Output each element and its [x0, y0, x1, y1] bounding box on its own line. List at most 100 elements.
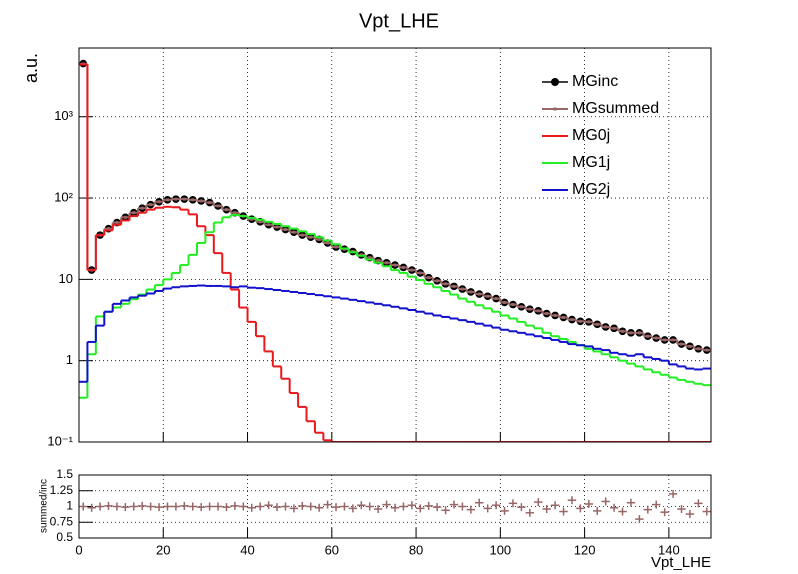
bin-marker	[578, 319, 582, 323]
y-tick-label: 10²	[54, 189, 73, 204]
bin-marker	[149, 203, 153, 207]
legend-marker	[553, 107, 557, 111]
bin-marker	[283, 228, 287, 232]
ratio-point	[601, 497, 610, 506]
ratio-point	[475, 498, 484, 507]
legend-label: MGinc	[572, 73, 618, 90]
ratio-point	[550, 501, 560, 510]
bin-marker	[275, 225, 279, 229]
ratio-point	[399, 502, 408, 511]
bin-marker	[511, 303, 515, 307]
ratio-point	[407, 501, 417, 510]
ratio-point	[239, 502, 248, 511]
bin-marker	[435, 279, 439, 283]
series	[79, 284, 711, 383]
ratio-point	[154, 503, 164, 512]
bin-marker	[637, 331, 641, 335]
bin-marker	[587, 320, 591, 324]
bin-marker	[224, 208, 228, 212]
bin-marker	[393, 263, 397, 267]
ratio-point	[694, 499, 703, 508]
chart-title: Vpt_LHE	[359, 10, 439, 32]
legend-marker	[551, 78, 559, 86]
bin-marker	[696, 347, 700, 351]
ratio-point	[626, 498, 636, 507]
series	[79, 213, 711, 399]
x-tick-label: 20	[156, 542, 170, 557]
bin-marker	[536, 309, 540, 313]
ratio-point	[180, 501, 189, 510]
legend	[532, 68, 712, 208]
ratio-frame	[78, 474, 712, 539]
bin-marker	[519, 305, 523, 309]
legend-label: MGsummed	[572, 100, 659, 117]
ratio-point	[87, 503, 96, 512]
ratio-point	[584, 499, 594, 508]
bin-marker	[688, 344, 692, 348]
ratio-point	[424, 501, 433, 510]
y-tick-label: 0.75	[50, 514, 74, 528]
ratio-point	[306, 502, 315, 511]
ratio-point	[525, 508, 535, 517]
bin-marker	[165, 198, 169, 202]
ratio-point	[281, 502, 290, 511]
ratio-point	[702, 507, 711, 516]
bin-marker	[182, 197, 186, 201]
bin-marker	[115, 221, 119, 225]
ratio-point	[593, 506, 602, 515]
ratio-point	[635, 515, 644, 524]
ratio-point	[677, 505, 686, 514]
bin-marker	[477, 292, 481, 296]
bin-marker	[191, 198, 195, 202]
bin-marker	[528, 307, 532, 311]
ratio-point	[449, 500, 459, 509]
ratio-point	[213, 502, 223, 511]
bin-marker	[663, 338, 667, 342]
y-axis-label: a.u.	[21, 53, 41, 83]
x-tick-label: 0	[75, 542, 82, 557]
ratio-point	[466, 505, 476, 514]
ratio-point	[171, 502, 181, 511]
ratio-point	[643, 505, 653, 514]
ratio-point	[323, 500, 332, 509]
bin-marker	[258, 220, 262, 224]
bin-marker	[199, 199, 203, 203]
bin-marker	[562, 315, 566, 319]
ratio-point	[255, 502, 265, 511]
bin-marker	[385, 261, 389, 265]
ratio-point	[314, 503, 324, 512]
legend-label: MG1j	[572, 154, 610, 171]
y-tick-label: 1	[66, 499, 73, 513]
bin-marker	[132, 211, 136, 215]
bin-marker	[309, 235, 313, 239]
bin-marker	[106, 227, 110, 231]
legend-label: MG2j	[572, 181, 610, 198]
ratio-point	[668, 489, 678, 498]
ratio-point	[483, 504, 492, 513]
ratio-point	[95, 502, 105, 511]
x-axis-label: Vpt_LHE	[651, 554, 711, 571]
bin-marker	[486, 294, 490, 298]
bin-marker	[208, 201, 212, 205]
ratio-point	[196, 503, 206, 512]
ratio-point	[534, 498, 543, 507]
ratio-point	[416, 504, 425, 513]
x-tick-label: 40	[240, 542, 254, 557]
ratio-point	[373, 505, 383, 514]
bin-marker	[553, 313, 557, 317]
bin-marker	[334, 245, 338, 249]
bin-marker	[469, 290, 473, 294]
ratio-point	[652, 500, 661, 509]
y-tick-label: 1.5	[56, 467, 73, 481]
y-tick-label: 1.25	[50, 483, 74, 497]
x-tick-label: 80	[409, 542, 423, 557]
ratio-point	[508, 499, 518, 508]
ratio-point	[188, 502, 197, 511]
ratio-point	[163, 502, 172, 511]
x-tick-label: 140	[658, 542, 680, 557]
bin-marker	[680, 342, 684, 346]
ratio-point	[137, 501, 147, 510]
ratio-point	[432, 503, 442, 512]
ratio-point	[365, 502, 374, 511]
